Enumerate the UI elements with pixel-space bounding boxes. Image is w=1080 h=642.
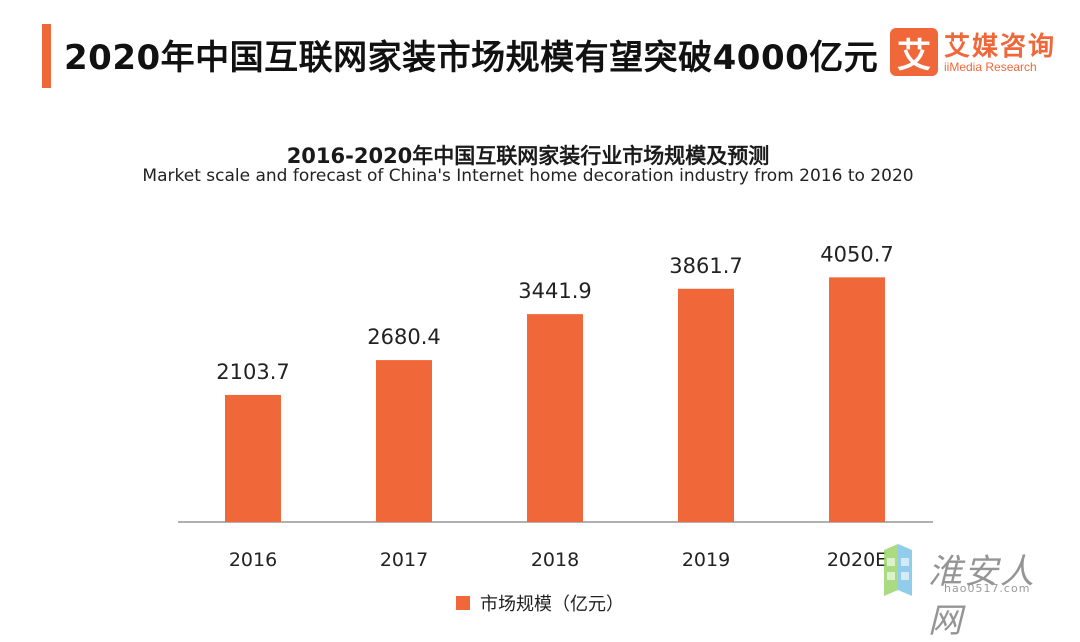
data-label-2017: 2680.4	[367, 325, 440, 349]
x-tick-label-2019: 2019	[682, 549, 730, 571]
chart-subtitle: Market scale and forecast of China's Int…	[142, 166, 914, 186]
logo-mark: 艾	[890, 28, 938, 76]
x-tick-label-2020E: 2020E	[827, 549, 887, 571]
watermark-url: hao0517.com	[944, 582, 1031, 595]
headline-accent-bar	[42, 24, 51, 88]
chart-title: 2016-2020年中国互联网家装行业市场规模及预测	[286, 144, 770, 168]
logo-english-name: iiMedia Research	[944, 60, 1037, 74]
bar-2020E	[829, 277, 885, 522]
iimedia-logo: 艾 艾媒咨询 iiMedia Research	[890, 24, 1070, 84]
legend-label: 市场规模（亿元）	[480, 594, 624, 615]
x-tick-label-2018: 2018	[531, 549, 579, 571]
chart-legend: 市场规模（亿元）	[456, 590, 624, 616]
data-label-2019: 3861.7	[669, 254, 742, 278]
legend-swatch	[456, 596, 470, 610]
data-label-2020E: 4050.7	[820, 242, 893, 266]
watermark-icon	[884, 544, 912, 596]
page-title: 2020年中国互联网家装市场规模有望突破4000亿元	[64, 38, 879, 78]
x-tick-label-2017: 2017	[380, 549, 428, 571]
logo-chinese-name: 艾媒咨询	[944, 32, 1057, 62]
data-label-2018: 3441.9	[518, 279, 591, 303]
site-watermark: 淮安人网 hao0517.com	[878, 540, 1058, 641]
bar-2018	[527, 314, 583, 522]
bar-2016	[225, 394, 281, 522]
x-tick-label-2016: 2016	[229, 549, 277, 571]
bar-2017	[376, 360, 432, 522]
data-label-2016: 2103.7	[216, 360, 289, 384]
bar-2019	[678, 288, 734, 522]
watermark-chinese: 淮安人网	[928, 552, 1036, 641]
